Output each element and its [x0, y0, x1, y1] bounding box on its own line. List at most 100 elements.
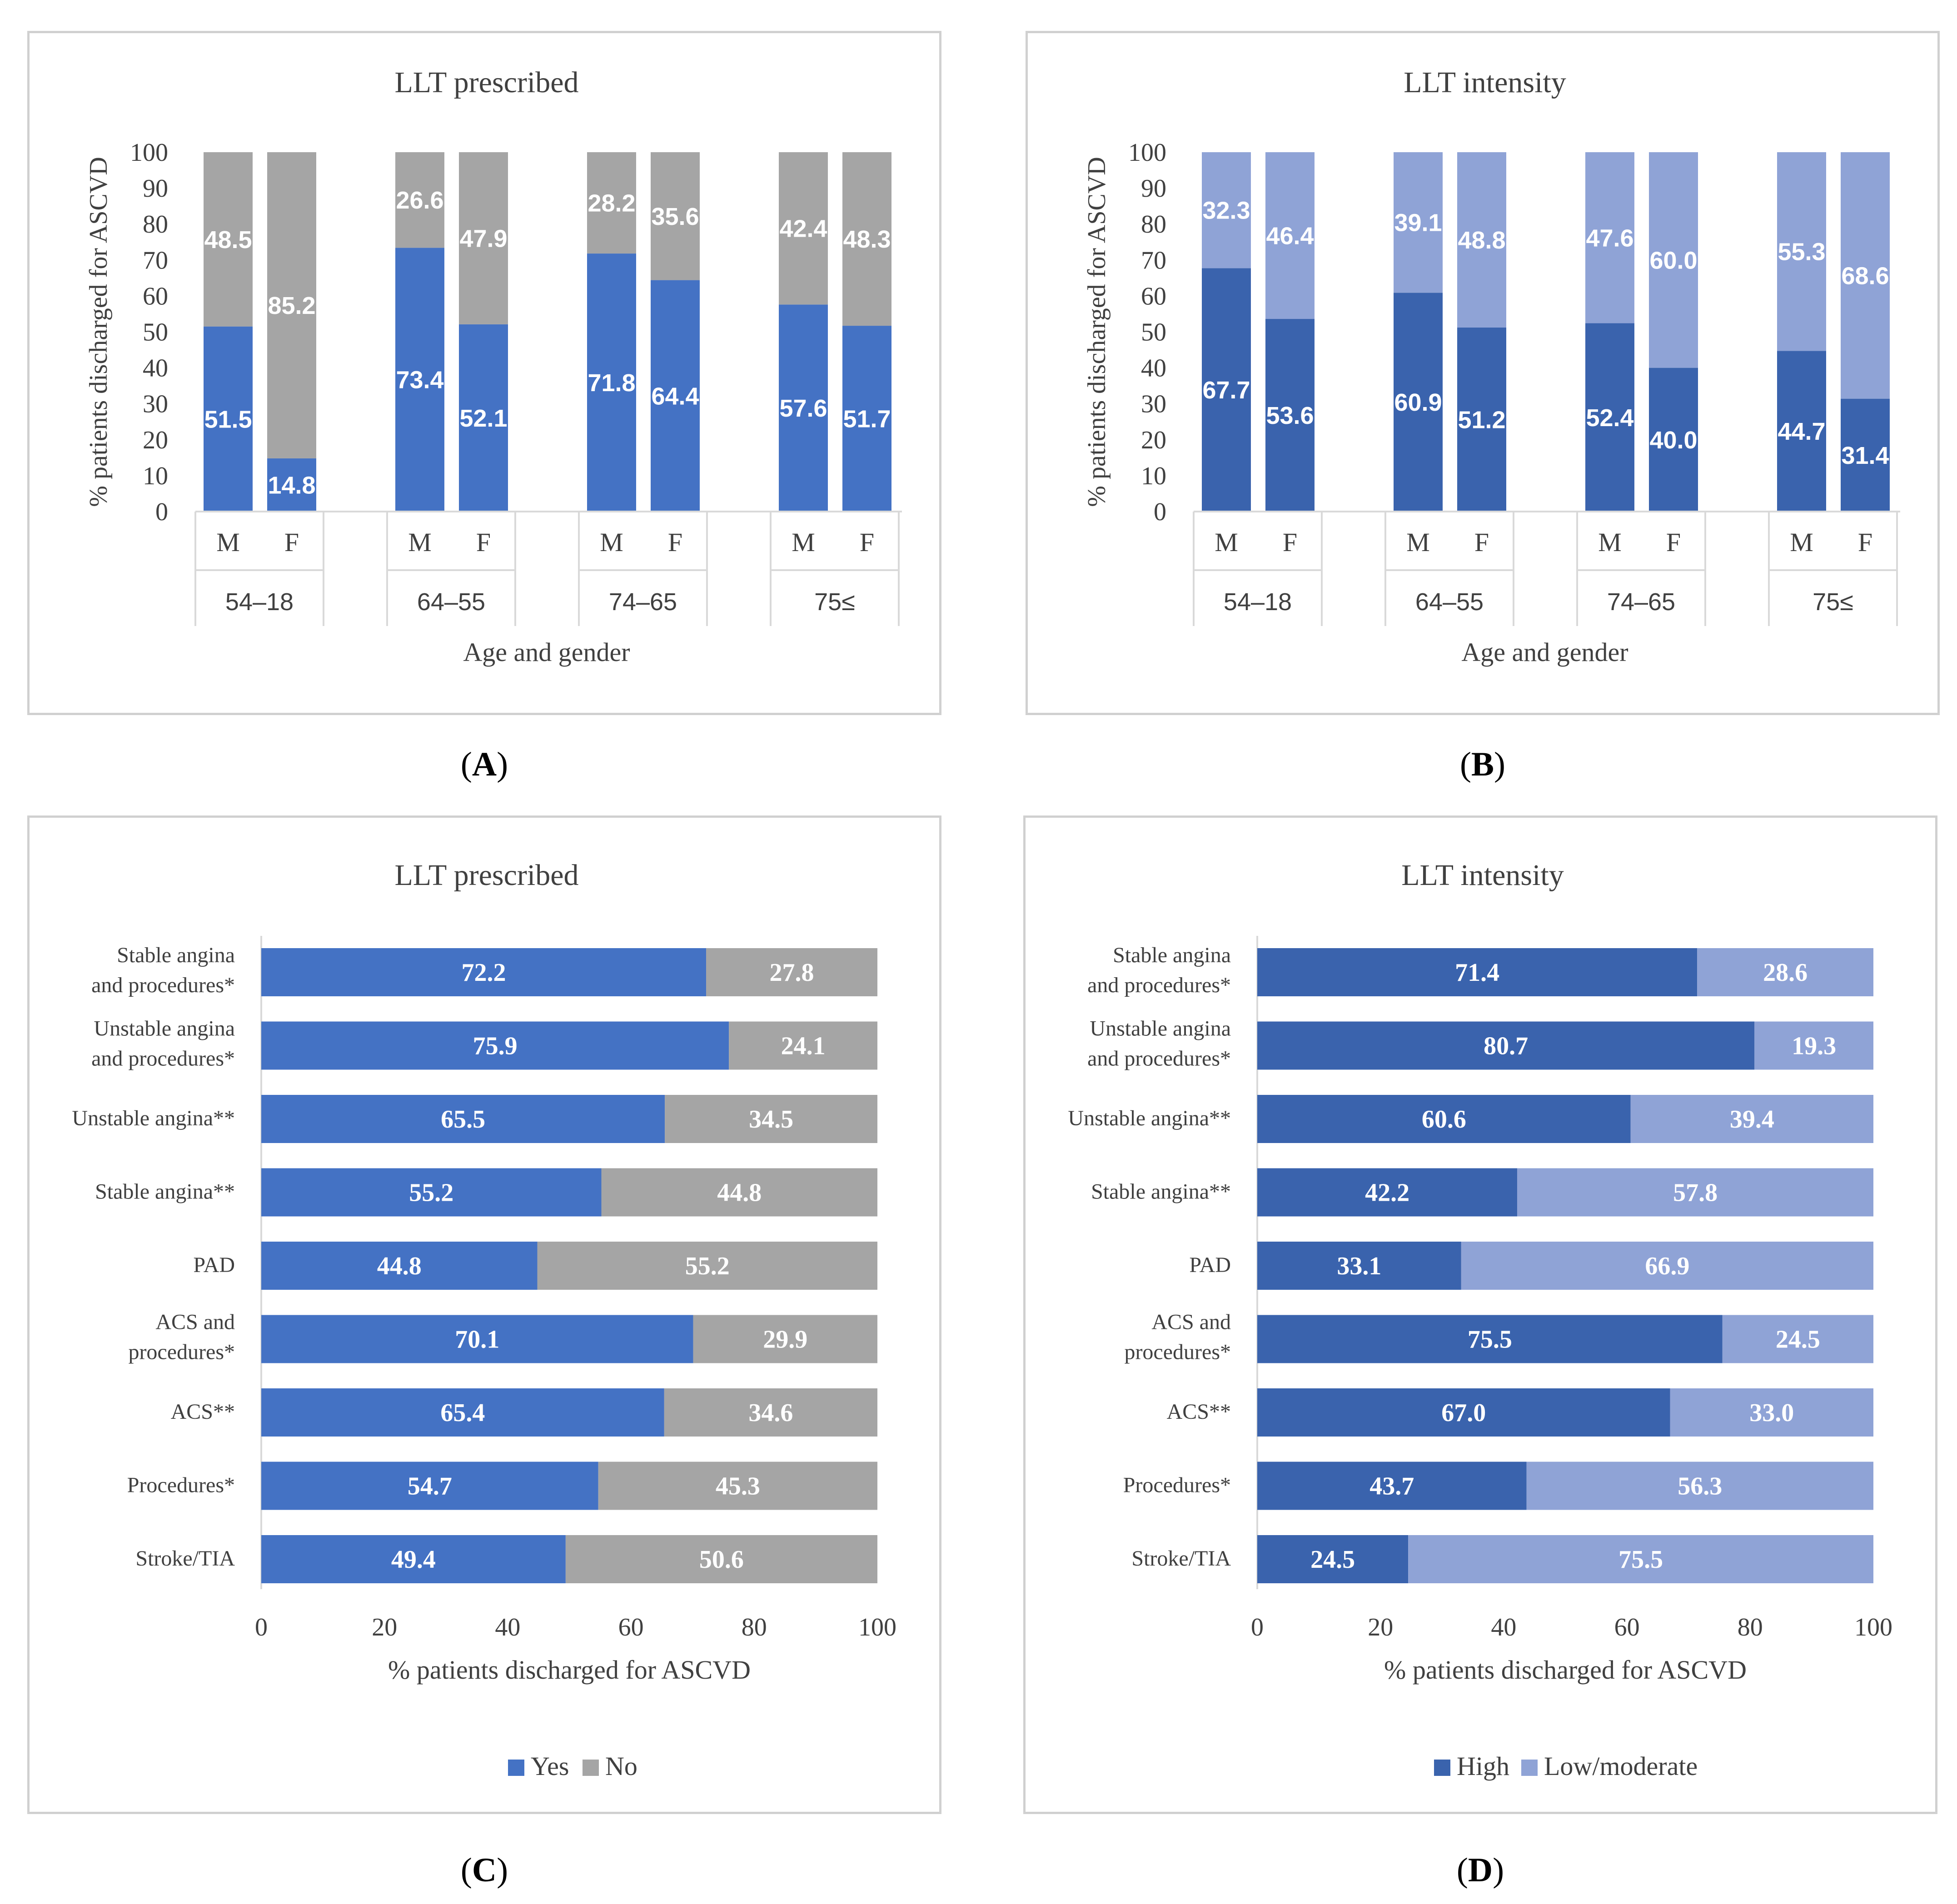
chart-b-y-tick-label: 0 — [1154, 498, 1166, 526]
chart-b-x-tick-label: M — [1406, 527, 1430, 557]
chart-a-data-label-no: 35.6 — [651, 203, 699, 230]
chart-d-bar-high — [1257, 948, 1698, 996]
chart-d-x-tick-label: 60 — [1614, 1613, 1640, 1641]
chart-a-x-tick-label: F — [476, 527, 491, 557]
chart-b-y-tick-label: 100 — [1128, 139, 1166, 167]
chart-b-bar-high — [1585, 323, 1634, 512]
chart-a-bar-yes — [267, 458, 316, 512]
chart-d-category-label: Stable angina and procedures* — [1087, 943, 1231, 997]
chart-d-svg: LLT intensity 71.4 28.6 Stable angina and pr… — [1068, 859, 1892, 1781]
chart-a-y-tick-label: 70 — [143, 246, 168, 274]
chart-d-data-label-low-moderate: 66.9 — [1645, 1252, 1689, 1280]
chart-b-svg: LLT intensity % patients discharged for A… — [1083, 66, 1900, 667]
chart-a-x-tick-label: M — [792, 527, 815, 557]
panel-label-b: (B) — [1460, 746, 1505, 783]
chart-d-x-tick-label: 40 — [1491, 1613, 1516, 1641]
chart-a-data-label-yes: 51.7 — [843, 406, 891, 433]
chart-c-category-label: PAD — [193, 1253, 235, 1277]
chart-d-bar-low-moderate — [1526, 1462, 1873, 1510]
chart-a-bar-no — [395, 152, 444, 248]
chart-b-bar-high — [1394, 293, 1443, 512]
chart-a-y-tick-label: 30 — [143, 390, 168, 418]
chart-b-x-tick-label: M — [1215, 527, 1238, 557]
chart-d-data-label-low-moderate: 56.3 — [1678, 1472, 1722, 1501]
chart-b-data-label-high: 53.6 — [1266, 402, 1314, 429]
chart-d-legend-swatch-high — [1434, 1760, 1450, 1776]
chart-c-data-label-no: 44.8 — [717, 1179, 762, 1207]
chart-c-data-label-yes: 54.7 — [408, 1472, 452, 1501]
chart-a-bar-no — [267, 152, 316, 458]
chart-d-x-axis-label: % patients discharged for ASCVD — [1384, 1655, 1747, 1685]
chart-d-data-label-high: 75.5 — [1468, 1326, 1512, 1354]
chart-c-bar-yes — [261, 1535, 566, 1583]
chart-c-bar-yes — [261, 1095, 665, 1143]
chart-b-y-tick-label: 80 — [1141, 210, 1166, 239]
chart-c-x-tick-label: 80 — [742, 1613, 767, 1641]
chart-a-data-label-yes: 57.6 — [779, 395, 827, 422]
chart-a-bar-yes — [779, 304, 828, 512]
chart-c-category-label-line: and procedures* — [91, 1047, 235, 1071]
chart-d-bar-low-moderate — [1630, 1095, 1873, 1143]
chart-d-data-label-high: 33.1 — [1337, 1252, 1381, 1280]
chart-d-data-label-high: 24.5 — [1310, 1546, 1355, 1574]
chart-c-x-tick-label: 20 — [372, 1613, 397, 1641]
chart-b-data-label-high: 60.9 — [1394, 389, 1442, 416]
chart-b-y-tick-label: 60 — [1141, 282, 1166, 310]
chart-a-data-label-yes: 73.4 — [396, 367, 443, 394]
chart-a-bar-no — [587, 152, 636, 254]
chart-b-bar-high — [1841, 398, 1890, 512]
chart-a-title: LLT prescribed — [394, 66, 578, 99]
chart-d-data-label-high: 80.7 — [1484, 1032, 1528, 1060]
chart-a-y-tick-label: 90 — [143, 174, 168, 203]
chart-b-data-label-low-moderate: 60.0 — [1649, 247, 1697, 274]
chart-c-bar-yes — [261, 1462, 598, 1510]
panel-d: LLT intensity 71.4 28.6 Stable angina and pr… — [1023, 815, 1937, 1814]
chart-b-x-tick-label: M — [1598, 527, 1622, 557]
chart-a-bar-yes — [842, 326, 891, 512]
chart-c-bar-no — [729, 1021, 877, 1070]
chart-c-data-label-yes: 65.5 — [441, 1105, 485, 1133]
chart-b-y-tick-label: 50 — [1141, 318, 1166, 347]
chart-b-group-label: 64–55 — [1415, 588, 1484, 616]
chart-d-data-label-low-moderate: 57.8 — [1673, 1179, 1718, 1207]
chart-c-legend-swatch-yes — [508, 1760, 524, 1776]
chart-d-category-label-line: and procedures* — [1087, 973, 1231, 997]
chart-d-data-label-low-moderate: 39.4 — [1730, 1105, 1774, 1133]
chart-a-bar-no — [459, 152, 508, 324]
chart-a-group-label: 74–65 — [609, 588, 677, 616]
chart-d-bar-high — [1257, 1242, 1461, 1290]
chart-d-x-tick-label: 20 — [1368, 1613, 1393, 1641]
chart-c-data-label-yes: 75.9 — [473, 1032, 518, 1060]
chart-d-category-label: Stroke/TIA — [1131, 1546, 1231, 1571]
chart-b-bar-high — [1777, 351, 1826, 512]
chart-c-legend-swatch-no — [583, 1760, 599, 1776]
chart-a-data-label-no: 85.2 — [268, 292, 315, 319]
chart-c-bar-yes — [261, 1168, 602, 1217]
chart-a-x-tick-label: M — [600, 527, 623, 557]
chart-b-title: LLT intensity — [1404, 66, 1566, 99]
chart-a-data-label-no: 26.6 — [396, 187, 443, 214]
chart-c-data-label-no: 27.8 — [770, 959, 814, 987]
chart-d-bar-high — [1257, 1535, 1409, 1583]
chart-c-x-tick-label: 40 — [495, 1613, 520, 1641]
chart-a-svg: LLT prescribed % patients discharged for … — [85, 66, 902, 667]
chart-d-bar-high — [1257, 1168, 1518, 1217]
chart-a-x-tick-label: M — [216, 527, 240, 557]
chart-b-x-tick-label: F — [1283, 527, 1297, 557]
chart-b-bar-high — [1457, 328, 1506, 512]
chart-c-data-label-yes: 49.4 — [391, 1546, 436, 1574]
chart-d-data-label-low-moderate: 19.3 — [1792, 1032, 1836, 1060]
chart-d-bar-high — [1257, 1021, 1755, 1070]
chart-a-data-label-no: 28.2 — [588, 190, 635, 217]
chart-c-data-label-yes: 70.1 — [455, 1326, 499, 1354]
chart-b-y-axis-label: % patients discharged for ASCVD — [1083, 157, 1111, 507]
chart-c-data-label-yes: 55.2 — [409, 1179, 453, 1207]
chart-c-bar-no — [598, 1462, 877, 1510]
chart-b-x-tick-label: M — [1790, 527, 1813, 557]
chart-b-group-label: 54–18 — [1224, 588, 1292, 616]
chart-b-data-label-low-moderate: 48.8 — [1458, 227, 1505, 254]
chart-a-x-tick-label: F — [860, 527, 874, 557]
chart-a-group-label: 64–55 — [417, 588, 485, 616]
chart-b-y-tick-label: 90 — [1141, 174, 1166, 203]
chart-a-data-label-yes: 14.8 — [268, 472, 315, 499]
